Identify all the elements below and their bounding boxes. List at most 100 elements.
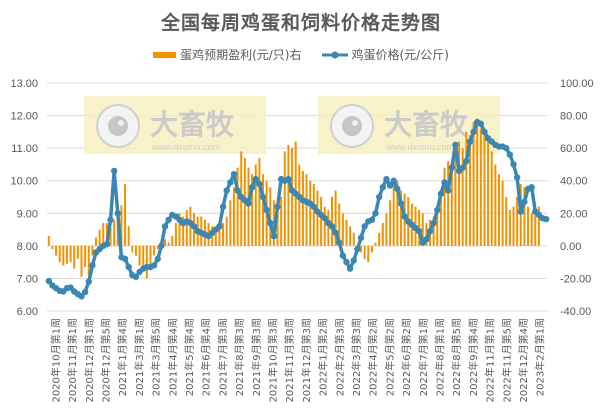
profit-bar	[443, 167, 446, 246]
svg-text:大畜牧: 大畜牧	[150, 108, 235, 141]
x-tick-label: 2020年10月第1周	[49, 318, 62, 403]
profit-bar	[251, 174, 254, 246]
price-marker	[354, 245, 361, 253]
profit-bar	[124, 183, 127, 246]
profit-bar	[516, 197, 519, 246]
profit-bar	[189, 206, 192, 246]
price-marker	[397, 200, 405, 207]
profit-bar	[454, 151, 457, 246]
profit-bar	[73, 245, 76, 269]
profit-bar	[523, 187, 526, 246]
x-tick-label: 2021年12月第3周	[300, 318, 313, 403]
profit-bar	[501, 180, 504, 246]
price-marker	[158, 242, 165, 250]
price-marker	[270, 232, 278, 240]
profit-bar	[127, 226, 130, 246]
profit-bar	[432, 216, 435, 246]
profit-bar	[156, 245, 159, 250]
price-marker	[444, 187, 452, 194]
profit-bar	[476, 118, 479, 246]
price-marker	[481, 128, 488, 136]
profit-bar	[519, 183, 522, 246]
left-tick-label: 9.00	[17, 208, 38, 220]
profit-bar	[403, 193, 406, 246]
profit-bar	[167, 242, 170, 246]
profit-bar	[145, 245, 148, 279]
profit-bar	[211, 226, 214, 246]
svg-text:www.dxumu.com: www.dxumu.com	[151, 142, 220, 152]
price-marker	[517, 208, 524, 215]
price-marker	[426, 228, 434, 235]
profit-bar	[367, 245, 370, 263]
price-marker	[89, 262, 96, 269]
profit-bar	[352, 232, 355, 246]
price-marker	[528, 184, 535, 191]
profit-bar	[55, 245, 58, 256]
price-marker	[434, 206, 441, 214]
price-marker	[321, 214, 328, 222]
right-tick-label: -20.00	[560, 273, 591, 285]
right-tick-label: 60.00	[560, 143, 588, 155]
x-tick-label: 2020年11月第1周	[66, 318, 79, 403]
profit-bar	[385, 213, 388, 246]
price-marker	[437, 190, 445, 197]
price-marker	[110, 167, 118, 175]
price-marker	[107, 216, 114, 223]
price-marker	[219, 203, 227, 210]
profit-bar	[439, 197, 442, 246]
price-marker	[332, 229, 339, 237]
price-marker	[132, 273, 140, 280]
legend: 蛋鸡预期盈利(元/只)右 鸡蛋价格(元/公斤)	[0, 46, 602, 63]
profit-bar	[236, 167, 239, 246]
left-tick-label: 12.00	[10, 111, 38, 123]
price-marker	[267, 219, 274, 227]
price-marker	[361, 223, 368, 230]
price-marker	[103, 241, 111, 248]
price-marker	[470, 128, 477, 136]
profit-bar	[95, 237, 98, 246]
x-tick-label: 2021年3月第1周	[133, 318, 146, 396]
price-marker	[114, 210, 121, 217]
x-tick-label: 2023年2月第1周	[534, 318, 547, 396]
profit-bar	[262, 174, 265, 246]
profit-bar	[436, 210, 439, 246]
profit-bar	[185, 210, 188, 246]
x-tick-label: 2022年11月第5周	[500, 318, 513, 403]
price-marker	[459, 164, 466, 171]
legend-label-price: 鸡蛋价格(元/公斤)	[351, 48, 449, 62]
right-tick-label: 100.00	[560, 78, 594, 90]
price-marker	[274, 203, 281, 210]
x-tick-label: 2021年9月第3周	[250, 318, 263, 396]
x-tick-label: 2021年4月第4周	[166, 318, 179, 396]
right-tick-label: -40.00	[560, 306, 591, 318]
profit-bar	[214, 232, 217, 246]
x-tick-label: 2021年5月第4周	[183, 318, 196, 396]
price-marker	[259, 193, 267, 201]
legend-item-price[interactable]: 鸡蛋价格(元/公斤)	[321, 46, 449, 63]
right-tick-label: 20.00	[560, 208, 588, 220]
profit-bar	[51, 245, 54, 250]
price-marker	[190, 223, 198, 230]
profit-bar	[370, 245, 373, 253]
profit-bar	[178, 213, 181, 246]
price-marker	[234, 187, 241, 194]
profit-bar	[425, 223, 428, 246]
profit-bar	[232, 187, 235, 246]
profit-bar	[309, 180, 312, 246]
x-tick-label: 2021年3月第5周	[150, 318, 163, 396]
profit-bar	[327, 210, 330, 246]
profit-bar	[461, 148, 464, 246]
profit-bar	[468, 135, 471, 246]
profit-bar	[113, 219, 116, 246]
profit-bar	[341, 213, 344, 246]
legend-item-profit[interactable]: 蛋鸡预期盈利(元/只)右	[153, 46, 302, 63]
price-marker	[121, 255, 129, 263]
price-marker	[328, 223, 336, 230]
profit-bar	[134, 245, 137, 256]
profit-bar	[84, 245, 87, 268]
x-tick-label: 2021年7月第3周	[216, 318, 229, 396]
x-tick-label: 2020年12月第1周	[83, 318, 96, 403]
profit-bar	[338, 203, 341, 246]
profit-bar	[47, 236, 50, 246]
